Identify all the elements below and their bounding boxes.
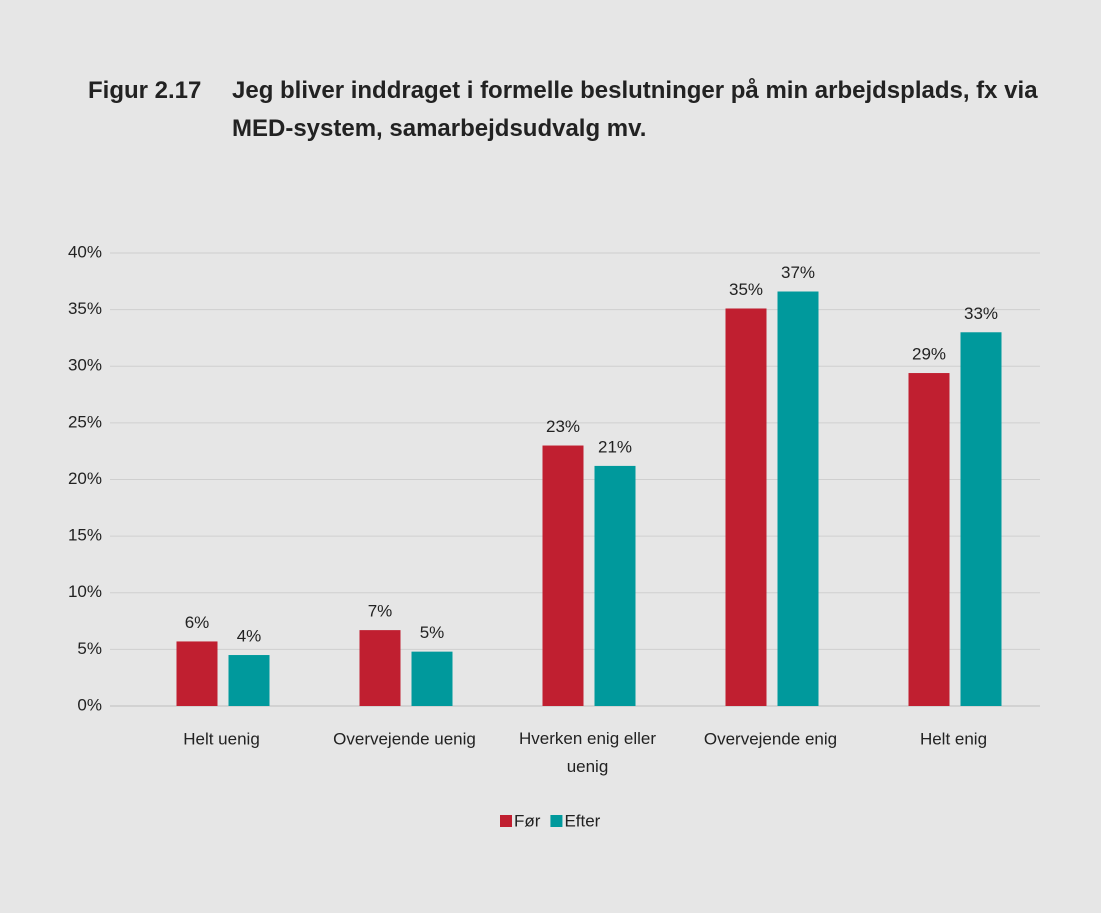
bar	[411, 651, 453, 706]
bar	[725, 308, 767, 706]
y-tick-label: 20%	[68, 469, 102, 488]
y-tick-label: 5%	[77, 639, 102, 658]
value-label: 7%	[368, 602, 393, 621]
y-tick-label: 15%	[68, 526, 102, 545]
value-label: 23%	[546, 417, 580, 436]
x-tick-label: Overvejende uenig	[333, 729, 476, 748]
header: Figur 2.17 Jeg bliver inddraget i formel…	[88, 72, 1062, 148]
y-tick-label: 10%	[68, 582, 102, 601]
y-tick-label: 40%	[68, 242, 102, 261]
bar	[594, 465, 636, 706]
y-tick-label: 30%	[68, 356, 102, 375]
figure-label: Figur 2.17	[88, 77, 202, 104]
bar	[228, 655, 270, 706]
bar	[542, 445, 584, 706]
x-tick-label: Overvejende enig	[704, 729, 837, 748]
bar	[908, 373, 950, 706]
y-tick-label: 35%	[68, 299, 102, 318]
bar	[777, 291, 819, 706]
y-tick-label: 25%	[68, 412, 102, 431]
legend-label: Efter	[564, 811, 600, 830]
legend-swatch	[500, 815, 512, 827]
legend-label: Før	[514, 811, 541, 830]
value-label: 29%	[912, 345, 946, 364]
bar	[176, 641, 218, 706]
value-label: 21%	[598, 437, 632, 456]
value-label: 5%	[420, 623, 445, 642]
value-label: 33%	[964, 304, 998, 323]
x-tick-label: Hverken enig eller uenig	[519, 729, 656, 776]
value-label: 35%	[729, 280, 763, 299]
value-label: 37%	[781, 263, 815, 282]
chart-title: Jeg bliver inddraget i formelle beslutni…	[232, 77, 1038, 142]
value-label: 4%	[237, 627, 262, 646]
x-tick-label: Helt uenig	[183, 729, 260, 748]
value-label: 6%	[185, 613, 210, 632]
legend-swatch	[550, 815, 563, 827]
bar	[960, 332, 1002, 706]
y-tick-label: 0%	[77, 695, 102, 714]
x-tick-label: Helt enig	[920, 729, 987, 748]
bar	[359, 630, 401, 706]
